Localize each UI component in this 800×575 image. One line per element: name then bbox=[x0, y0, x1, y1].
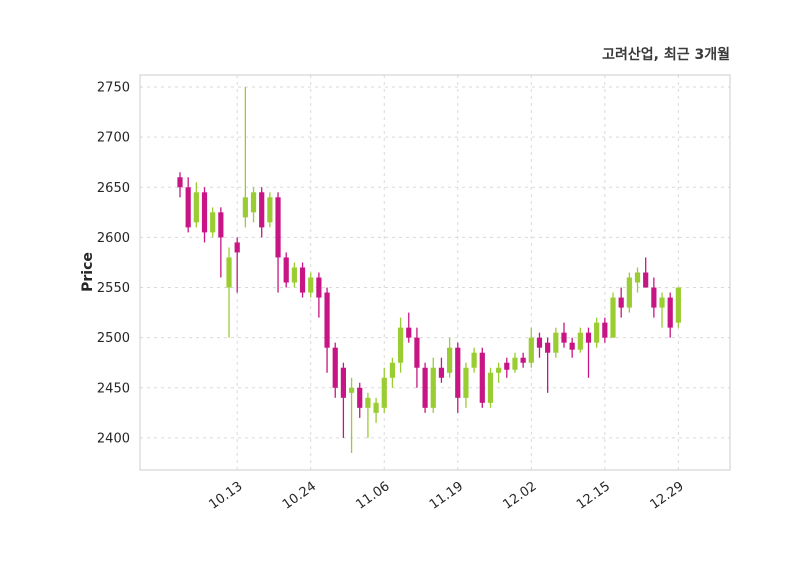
x-tick-label: 12.29 bbox=[648, 479, 687, 513]
y-tick-label: 2550 bbox=[97, 281, 130, 296]
candle-body-down bbox=[602, 322, 608, 338]
candle-body-up bbox=[242, 197, 248, 218]
candle-body-up bbox=[373, 402, 379, 413]
candle-body-up bbox=[397, 327, 404, 363]
candle-body-down bbox=[185, 187, 191, 228]
candle-body-down bbox=[299, 267, 306, 293]
candle-body-down bbox=[283, 257, 289, 283]
candle-body-up bbox=[291, 267, 297, 283]
y-tick-label: 2750 bbox=[97, 81, 130, 96]
candle-body-up bbox=[675, 287, 681, 323]
candle-body-up bbox=[381, 377, 387, 408]
y-tick-label: 2600 bbox=[97, 231, 130, 246]
candle-body-down bbox=[414, 337, 420, 368]
x-tick-label: 10.24 bbox=[280, 479, 319, 513]
candle-body-down bbox=[504, 362, 510, 370]
candle-body-down bbox=[177, 177, 183, 188]
y-tick-label: 2650 bbox=[97, 181, 130, 196]
candle-body-down bbox=[536, 337, 543, 348]
candle-body-down bbox=[357, 387, 363, 408]
candle-body-down bbox=[618, 297, 624, 308]
candle-body-down bbox=[218, 212, 224, 238]
candle-body-up bbox=[610, 297, 616, 338]
y-tick-label: 2700 bbox=[97, 131, 130, 146]
candle-body-up bbox=[250, 192, 257, 213]
candle-body-down bbox=[316, 277, 322, 298]
candle-body-up bbox=[210, 212, 216, 233]
plot-border bbox=[139, 74, 731, 471]
y-tick-label: 2400 bbox=[97, 431, 130, 446]
candle-body-up bbox=[308, 277, 314, 293]
candle-body-up bbox=[193, 192, 199, 223]
candle-body-down bbox=[340, 367, 346, 398]
candle-body-down bbox=[422, 367, 428, 408]
candle-body-up bbox=[634, 272, 641, 283]
candle-body-down bbox=[275, 197, 281, 258]
candle-body-up bbox=[447, 347, 453, 373]
candle-body-down bbox=[406, 327, 412, 338]
candle-body-up bbox=[365, 397, 371, 408]
candle-body-down bbox=[569, 342, 575, 350]
candle-body-up bbox=[471, 352, 477, 368]
candle-body-down bbox=[545, 342, 551, 353]
candle-body-down bbox=[259, 192, 265, 228]
y-tick-label: 2500 bbox=[97, 331, 130, 346]
candle-body-up bbox=[626, 277, 632, 308]
candle-body-down bbox=[234, 242, 240, 253]
candle-body-up bbox=[528, 337, 534, 363]
candle-body-down bbox=[324, 292, 330, 348]
candle-body-down bbox=[201, 192, 208, 233]
candle-body-down bbox=[332, 347, 338, 388]
candle-body-down bbox=[479, 352, 485, 403]
candle-body-up bbox=[487, 372, 494, 403]
candle-body-up bbox=[389, 362, 396, 378]
y-tick-label: 2450 bbox=[97, 381, 130, 396]
candle-body-up bbox=[553, 332, 559, 353]
candle-body-up bbox=[463, 367, 469, 398]
candle-body-up bbox=[659, 297, 665, 308]
candle-body-up bbox=[348, 387, 355, 393]
x-tick-label: 11.06 bbox=[353, 479, 392, 513]
candle-body-up bbox=[267, 197, 273, 223]
candle-body-up bbox=[496, 367, 502, 373]
candle-body-up bbox=[430, 367, 436, 408]
x-tick-label: 11.19 bbox=[427, 479, 466, 513]
candle-body-up bbox=[577, 332, 583, 350]
candle-body-down bbox=[561, 332, 567, 343]
candle-body-down bbox=[438, 367, 445, 378]
candle-body-up bbox=[512, 357, 518, 370]
candle-body-down bbox=[520, 357, 526, 363]
candle-body-down bbox=[643, 272, 649, 288]
x-tick-label: 10.13 bbox=[206, 479, 245, 513]
candle-body-up bbox=[594, 322, 600, 343]
x-tick-label: 12.15 bbox=[574, 479, 613, 513]
chart-title: 고려산업, 최근 3개월 bbox=[602, 47, 730, 63]
candle-body-down bbox=[651, 287, 657, 308]
candle-body-down bbox=[585, 332, 592, 343]
candle-body-down bbox=[667, 297, 673, 328]
candle-body-up bbox=[226, 257, 232, 288]
candle-body-down bbox=[455, 347, 461, 398]
x-tick-label: 12.02 bbox=[501, 479, 540, 513]
